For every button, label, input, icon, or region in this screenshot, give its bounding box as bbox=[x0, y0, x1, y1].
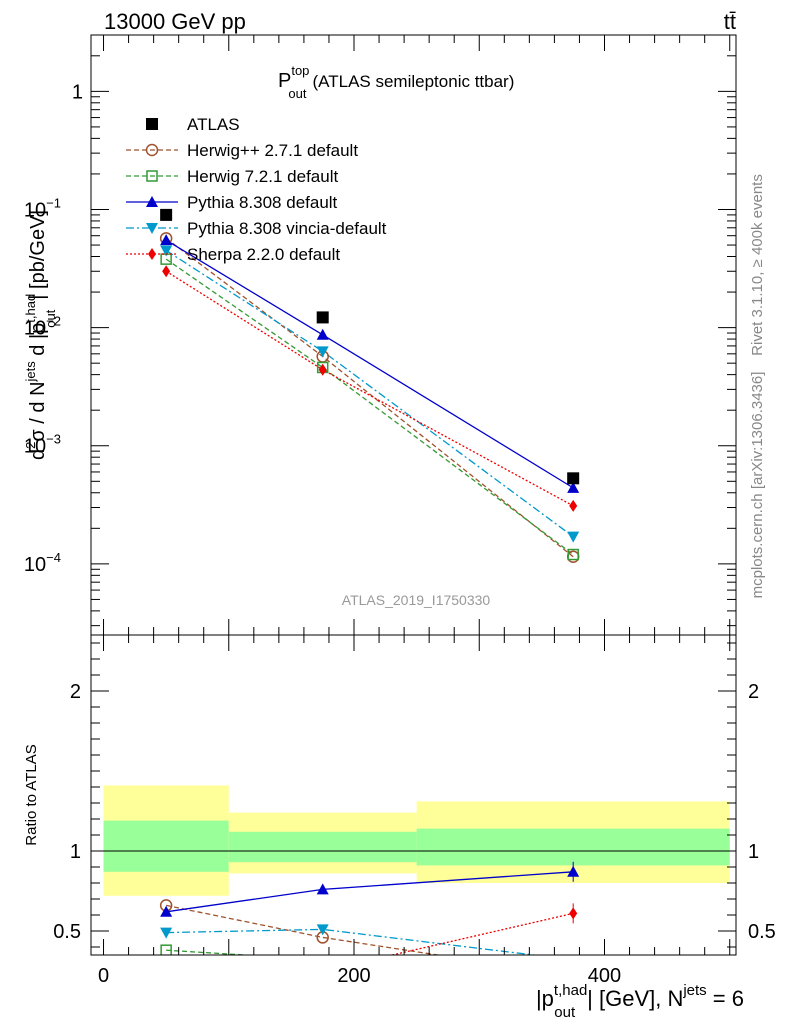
legend-entry: Herwig 7.2.1 default bbox=[126, 167, 338, 186]
main-series-line bbox=[165, 239, 574, 489]
ratio-frame bbox=[90, 634, 737, 956]
legend-marker bbox=[145, 143, 159, 157]
ratio-series-marker bbox=[160, 944, 172, 955]
main-ytick-label: 1 bbox=[72, 81, 83, 103]
legend-label: Herwig++ 2.7.1 default bbox=[187, 141, 358, 160]
atlas-data-marker bbox=[567, 472, 580, 485]
legend: ATLAS Herwig++ 2.7.1 default Herwig 7.2.1 … bbox=[126, 115, 387, 264]
main-series-marker bbox=[567, 548, 579, 561]
ratio-ytick-label: 0.5 bbox=[53, 921, 81, 943]
main-ytick-label: 10−2 bbox=[24, 314, 61, 340]
legend-entry: Pythia 8.308 default bbox=[126, 193, 338, 212]
main-ytick-label: 10−1 bbox=[24, 195, 61, 221]
plot-title: Ptop out(ATLAS semileptonic ttbar) bbox=[278, 63, 514, 101]
atlas-data-marker bbox=[160, 208, 173, 221]
ratio-ytick-label-right: 2 bbox=[748, 681, 759, 703]
ratio-series-marker bbox=[160, 905, 173, 917]
atlas-data-marker bbox=[316, 311, 329, 324]
legend-marker bbox=[146, 170, 158, 182]
legend-label: Pythia 8.308 vincia-default bbox=[187, 219, 387, 238]
xtick-label: 400 bbox=[588, 965, 621, 987]
main-series-marker bbox=[567, 481, 580, 493]
ratio-series-marker bbox=[567, 865, 580, 877]
main-ytick-label: 10−3 bbox=[24, 432, 61, 458]
legend-marker bbox=[146, 196, 158, 207]
legend-entry: ATLAS bbox=[146, 115, 240, 134]
stat-uncertainty-band bbox=[416, 828, 730, 866]
main-series-marker bbox=[162, 265, 171, 278]
legend-label: Pythia 8.308 default bbox=[187, 193, 338, 212]
legend-entry: Pythia 8.308 vincia-default bbox=[126, 219, 387, 238]
x-axis-label: |pt,had out| [GeV], Njets = 6 bbox=[536, 982, 744, 1021]
main-axis-ticks: 1 10−1 10−2 10−3 10−4 bbox=[24, 34, 736, 635]
stat-uncertainty-band bbox=[228, 831, 417, 863]
main-series-marker bbox=[160, 234, 173, 246]
ratio-series-marker bbox=[569, 907, 578, 920]
process-label: tt̄ bbox=[724, 9, 736, 34]
main-panel: 1 10−1 10−2 10−3 10−4 Ptop out(ATLAS semilept… bbox=[23, 34, 737, 636]
ratio-series-line bbox=[166, 949, 256, 955]
legend-marker bbox=[148, 248, 156, 260]
ratio-series-marker bbox=[316, 924, 329, 936]
main-ylabel: d2σ / d Njets d |pt,had out| [pb/GeV] bbox=[23, 210, 58, 460]
ratio-ytick-label-right: 1 bbox=[748, 841, 759, 863]
ratio-series-line bbox=[389, 912, 574, 955]
ratio-ytick-label: 1 bbox=[70, 841, 81, 863]
ratio-series-layer bbox=[159, 861, 580, 955]
main-series-marker bbox=[160, 245, 173, 257]
legend-label: Herwig 7.2.1 default bbox=[187, 167, 338, 186]
ratio-ytick-label: 2 bbox=[70, 681, 81, 703]
main-series-marker bbox=[569, 499, 578, 512]
xtick-label: 200 bbox=[337, 965, 370, 987]
legend-marker bbox=[146, 118, 158, 130]
uncertainty-bands bbox=[91, 785, 736, 896]
legend-marker bbox=[146, 223, 158, 234]
ratio-ytick-label-right: 0.5 bbox=[748, 921, 776, 943]
main-series-marker bbox=[567, 531, 580, 543]
energy-label: 13000 GeV pp bbox=[104, 9, 246, 34]
rivet-label: Rivet 3.1.10, ≥ 400k events bbox=[749, 174, 766, 356]
main-series-line bbox=[165, 270, 574, 507]
main-series-layer bbox=[159, 208, 580, 563]
ratio-series-marker bbox=[160, 927, 173, 939]
main-series-line bbox=[165, 258, 574, 556]
main-series-marker bbox=[318, 363, 327, 376]
main-series-line bbox=[165, 249, 574, 538]
ratio-panel: 0.5 0.5 1 1 2 2 0 200 400 Ratio to ATLAS |pt,had… bbox=[23, 634, 776, 1021]
ratio-ylabel: Ratio to ATLAS bbox=[23, 744, 40, 845]
legend-entry: Herwig++ 2.7.1 default bbox=[126, 141, 358, 160]
legend-label: Sherpa 2.2.0 default bbox=[187, 245, 340, 264]
main-series-marker bbox=[316, 346, 329, 358]
ratio-axis-ticks: 0.5 0.5 1 1 2 2 0 200 400 bbox=[53, 635, 776, 987]
main-ytick-label: 10−4 bbox=[24, 550, 61, 576]
legend-entry: Sherpa 2.2.0 default bbox=[126, 245, 340, 264]
mcplots-label: mcplots.cern.ch [arXiv:1306.3436] bbox=[749, 372, 766, 599]
main-series-marker bbox=[316, 328, 329, 340]
xtick-label: 0 bbox=[98, 965, 109, 987]
ratio-series-marker bbox=[316, 883, 329, 895]
stat-uncertainty-band bbox=[103, 820, 229, 872]
analysis-watermark: ATLAS_2019_I1750330 bbox=[342, 592, 491, 608]
legend-label: ATLAS bbox=[187, 115, 240, 134]
